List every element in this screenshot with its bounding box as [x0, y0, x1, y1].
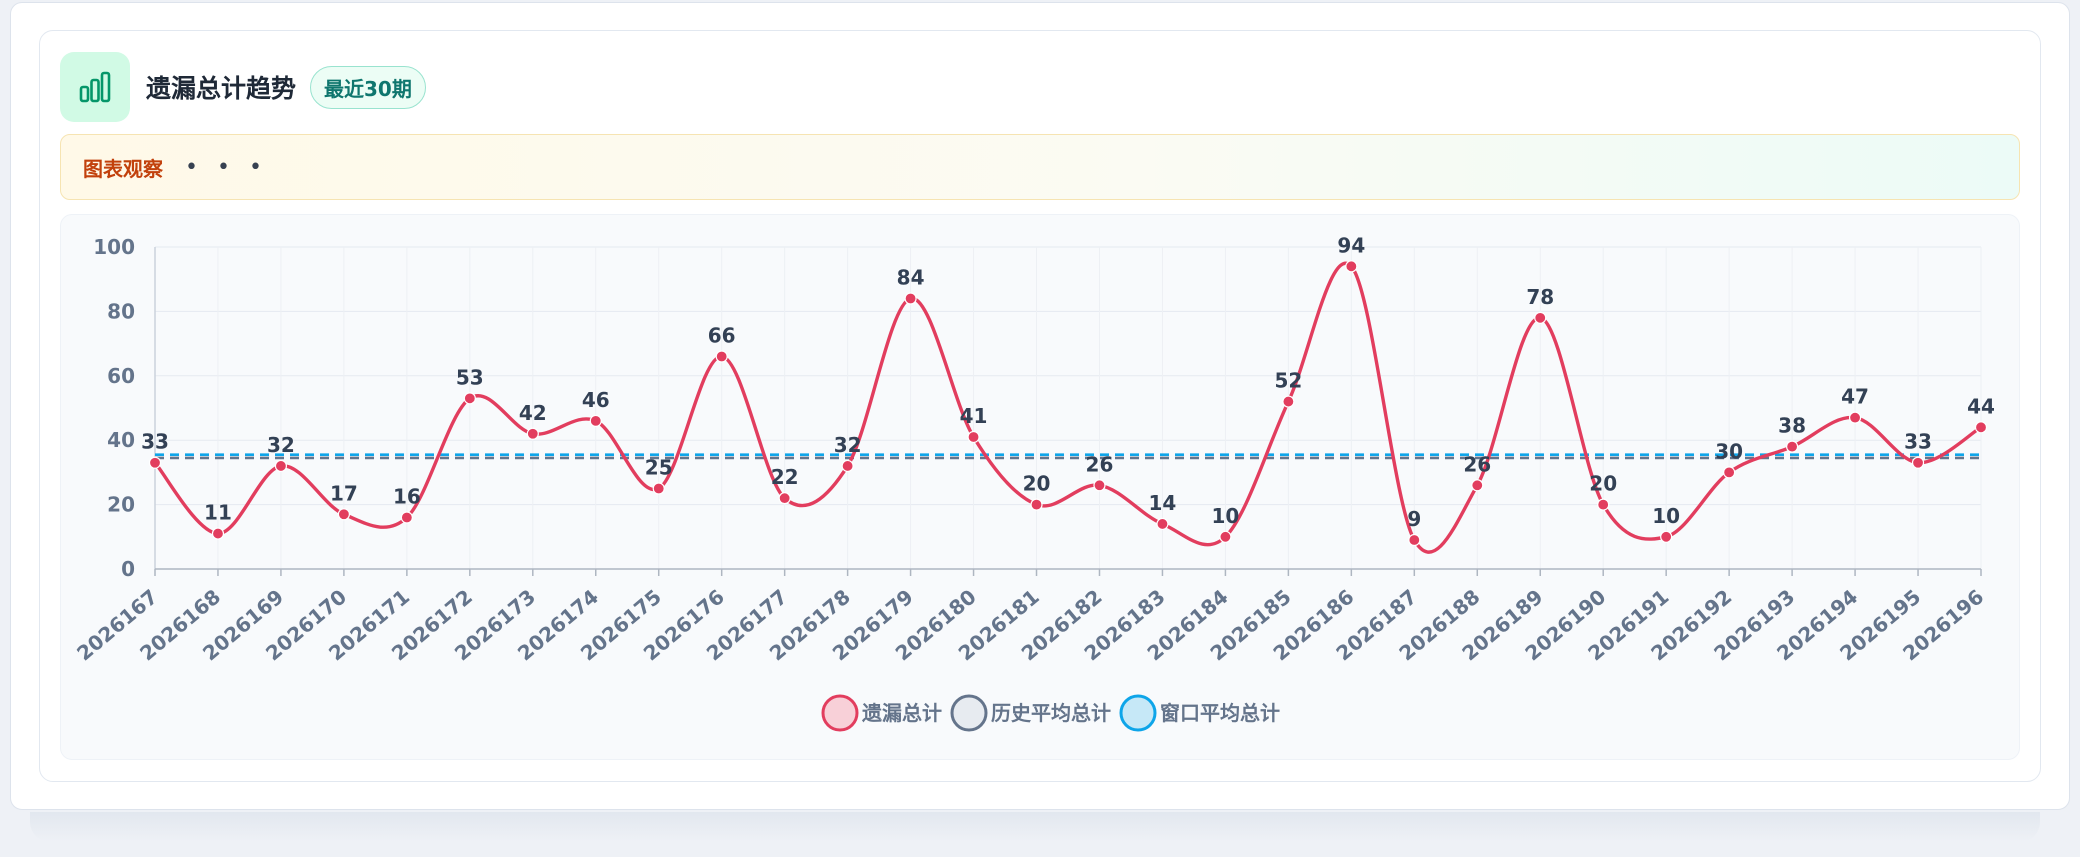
- y-tick-label: 80: [107, 299, 135, 323]
- data-label: 20: [1589, 472, 1617, 496]
- series-line-遗漏总计: [153, 261, 1982, 554]
- data-label: 11: [204, 501, 232, 525]
- data-point: [589, 414, 602, 427]
- data-point: [1848, 411, 1862, 424]
- data-point: [715, 350, 728, 363]
- data-point: [463, 392, 476, 405]
- bar-chart-icon: [60, 52, 130, 122]
- data-label: 33: [1904, 430, 1932, 454]
- data-label: 44: [1967, 394, 1995, 418]
- legend-marker: [821, 694, 859, 732]
- data-point: [1911, 456, 1925, 469]
- data-point: [1660, 530, 1673, 543]
- data-point: [1219, 530, 1232, 543]
- data-point: [1723, 466, 1736, 479]
- data-label: 26: [1086, 452, 1114, 476]
- data-point: [1282, 395, 1295, 408]
- data-label: 47: [1841, 385, 1869, 409]
- data-label: 32: [267, 433, 295, 457]
- data-label: 25: [645, 456, 673, 480]
- data-point: [904, 292, 917, 305]
- data-point: [1597, 498, 1610, 511]
- period-badge[interactable]: 最近30期: [310, 65, 426, 109]
- data-label: 10: [1652, 504, 1680, 528]
- data-point: [1345, 260, 1358, 273]
- data-point: [1471, 479, 1484, 492]
- data-label: 10: [1211, 504, 1239, 528]
- data-point: [1156, 517, 1169, 531]
- data-point: [967, 430, 980, 444]
- data-label: 53: [456, 365, 484, 389]
- data-point: [778, 492, 791, 505]
- y-tick-label: 100: [93, 235, 135, 259]
- data-point: [1974, 421, 1988, 434]
- data-label: 66: [708, 323, 736, 347]
- data-label: 78: [1526, 285, 1554, 309]
- data-point: [1030, 498, 1043, 511]
- data-point: [148, 456, 162, 469]
- data-label: 26: [1463, 452, 1491, 476]
- data-label: 9: [1407, 507, 1421, 531]
- y-tick-label: 0: [121, 557, 135, 581]
- legend-marker: [950, 694, 988, 732]
- card-header: 遗漏总计趋势 最近30期: [60, 52, 426, 122]
- data-label: 14: [1149, 491, 1177, 515]
- page-shadow: [30, 812, 2040, 842]
- data-label: 30: [1715, 439, 1743, 463]
- data-label: 22: [771, 465, 799, 489]
- chart-title: 遗漏总计趋势: [146, 74, 297, 103]
- y-tick-label: 20: [107, 493, 135, 517]
- data-label: 42: [519, 401, 547, 425]
- data-point: [274, 459, 288, 473]
- legend-label[interactable]: 历史平均总计: [991, 701, 1111, 725]
- data-label: 17: [330, 481, 358, 505]
- data-label: 52: [1274, 369, 1302, 393]
- data-point: [1534, 311, 1547, 324]
- data-label: 84: [897, 266, 925, 290]
- legend-label[interactable]: 窗口平均总计: [1160, 701, 1280, 725]
- data-label: 20: [1023, 472, 1051, 496]
- data-label: 46: [582, 388, 610, 412]
- y-tick-label: 40: [107, 428, 135, 452]
- data-label: 94: [1337, 233, 1365, 257]
- data-label: 32: [834, 433, 862, 457]
- data-point: [1786, 440, 1799, 453]
- observation-more-icon[interactable]: • • •: [185, 154, 268, 180]
- legend-marker: [1119, 694, 1157, 732]
- data-point: [400, 511, 413, 524]
- observation-label: 图表观察: [83, 156, 163, 181]
- data-point: [1408, 533, 1421, 547]
- data-label: 33: [141, 430, 169, 454]
- observation-panel[interactable]: 图表观察 • • •: [60, 134, 2020, 200]
- data-point: [652, 482, 665, 495]
- data-point: [211, 527, 225, 540]
- data-label: 16: [393, 484, 421, 508]
- line-chart: 0204060801002026167202616820261692026170…: [72, 233, 1995, 732]
- data-label: 38: [1778, 414, 1806, 438]
- chart-panel: 0 20 40 60 80 100 2026167 2026168 2026169 2026170…: [60, 214, 2020, 760]
- data-point: [841, 459, 854, 473]
- data-point: [1093, 479, 1106, 492]
- data-label: 41: [960, 404, 988, 428]
- y-tick-label: 60: [107, 364, 135, 388]
- data-point: [337, 508, 350, 521]
- data-point: [526, 427, 539, 440]
- legend-label[interactable]: 遗漏总计: [861, 701, 942, 725]
